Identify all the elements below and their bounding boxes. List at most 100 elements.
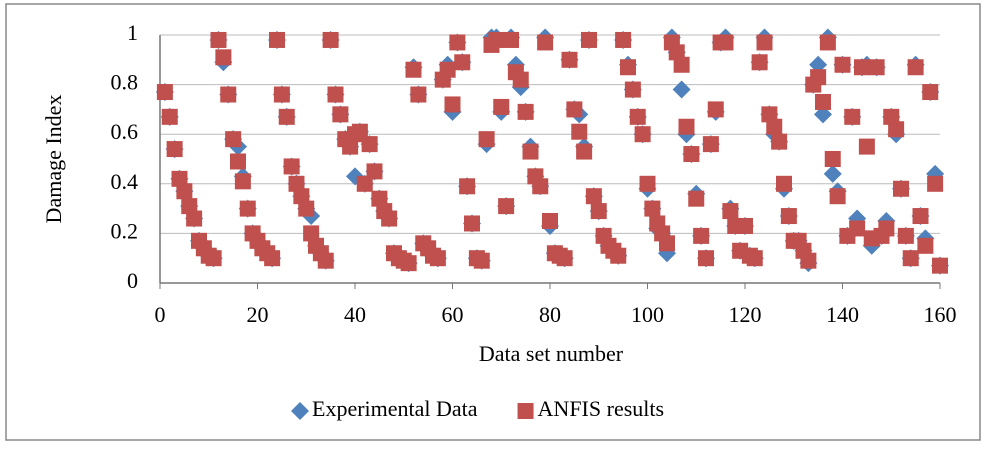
data-point [215, 49, 232, 66]
data-point [264, 250, 281, 267]
data-point [239, 200, 256, 217]
data-point [902, 250, 919, 267]
data-point [673, 56, 690, 73]
data-point [576, 143, 593, 160]
data-point [610, 247, 627, 264]
y-axis-label: Damage Index [41, 95, 66, 224]
y-tick-label: 0 [127, 268, 138, 293]
data-point [751, 54, 768, 71]
y-tick-label: 0.2 [111, 218, 139, 243]
data-point [878, 220, 895, 237]
data-point [746, 250, 763, 267]
data-point [683, 146, 700, 163]
data-point [444, 96, 461, 113]
data-point [722, 203, 739, 220]
data-point [849, 220, 866, 237]
data-point [234, 173, 251, 190]
data-point [858, 138, 875, 155]
x-tick-label: 120 [729, 302, 762, 327]
data-point [585, 188, 602, 205]
data-point [761, 106, 778, 123]
data-point [615, 31, 632, 48]
data-point [429, 250, 446, 267]
data-point [366, 163, 383, 180]
data-point [644, 200, 661, 217]
data-point [581, 31, 597, 48]
data-point [780, 208, 797, 225]
data-point [400, 255, 417, 272]
data-point [932, 257, 948, 274]
data-point [766, 118, 783, 135]
data-point [317, 252, 334, 269]
data-point [897, 227, 914, 244]
data-point [819, 34, 836, 51]
y-tick-label: 0.6 [111, 119, 139, 144]
data-point [498, 198, 515, 215]
data-point [888, 121, 905, 138]
data-point [283, 158, 300, 175]
data-point [454, 54, 471, 71]
data-point [464, 215, 480, 232]
data-point [624, 81, 641, 98]
x-tick-label: 100 [631, 302, 664, 327]
data-point [620, 59, 636, 76]
data-point [478, 131, 495, 148]
data-point [532, 178, 549, 195]
data-point [269, 31, 285, 48]
data-point [561, 51, 578, 68]
data-point [342, 138, 359, 155]
data-point [410, 86, 427, 103]
data-point [166, 141, 183, 158]
data-point [225, 131, 242, 148]
y-tick-label: 0.4 [111, 169, 139, 194]
data-point [176, 183, 193, 200]
data-point [698, 250, 714, 267]
data-point [542, 213, 558, 229]
data-point [230, 153, 246, 170]
data-point [917, 237, 934, 254]
data-point [210, 31, 227, 48]
data-point [293, 188, 310, 205]
data-point [473, 252, 490, 269]
x-tick-label: 80 [539, 302, 561, 327]
data-point [186, 210, 203, 227]
data-point [351, 123, 368, 140]
data-point [844, 108, 861, 125]
x-tick-label: 140 [826, 302, 859, 327]
data-point [278, 108, 295, 125]
x-tick-label: 0 [155, 302, 166, 327]
data-point [356, 175, 373, 192]
x-tick-label: 20 [247, 302, 269, 327]
data-point [503, 31, 519, 48]
y-tick-label: 0.8 [111, 70, 139, 95]
data-point [449, 34, 466, 51]
x-tick-label: 60 [442, 302, 464, 327]
data-point [171, 170, 188, 187]
data-point [273, 86, 290, 103]
data-point [815, 93, 831, 110]
x-axis-label: Data set number [479, 341, 624, 366]
data-point [800, 252, 817, 269]
data-point [927, 175, 944, 192]
legend-marker [291, 402, 309, 420]
legend-label: Experimental Data [312, 396, 478, 421]
data-point [537, 34, 554, 51]
data-point [854, 59, 870, 76]
x-tick-label: 160 [924, 302, 957, 327]
data-point [381, 210, 398, 227]
data-point [571, 123, 588, 140]
data-point [439, 61, 456, 78]
data-point [776, 175, 792, 192]
data-point [488, 31, 505, 48]
data-point [824, 151, 841, 167]
data-point [823, 164, 842, 183]
data-point [659, 235, 675, 252]
data-point [810, 69, 827, 86]
data-point [907, 59, 924, 76]
data-point [459, 178, 476, 195]
data-point [737, 217, 753, 234]
data-point [629, 108, 646, 125]
data-point [688, 190, 705, 207]
data-point [771, 133, 788, 150]
